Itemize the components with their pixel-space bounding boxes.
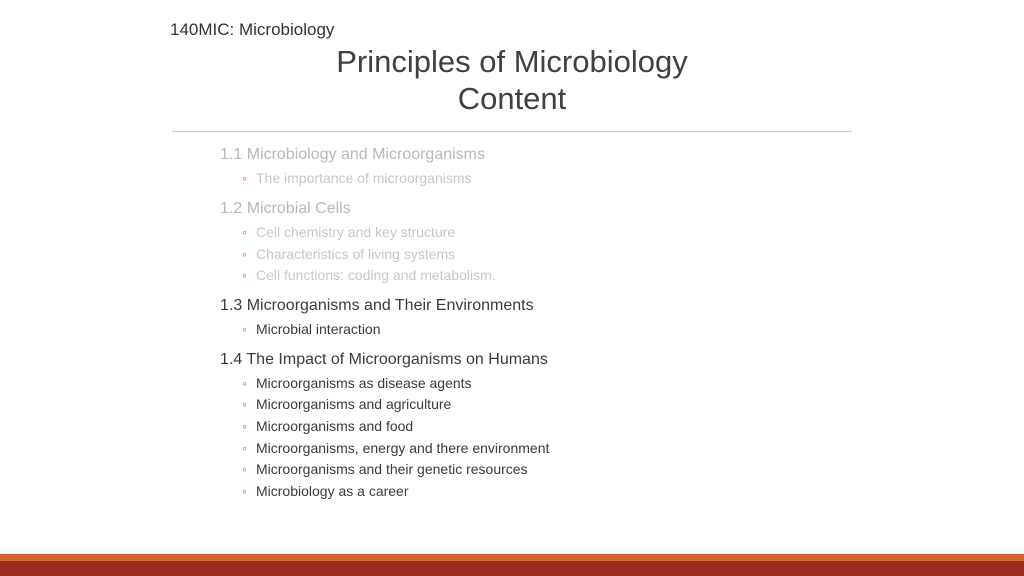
list-item: Cell chemistry and key structure bbox=[242, 222, 1024, 244]
slide-title: Principles of Microbiology Content bbox=[0, 0, 1024, 117]
title-line-2: Content bbox=[0, 81, 1024, 118]
list-item: Microorganisms and food bbox=[242, 416, 1024, 438]
list-item: Cell functions: coding and metabolism. bbox=[242, 265, 1024, 287]
list-item: Microorganisms as disease agents bbox=[242, 373, 1024, 395]
section-heading: 1.4 The Impact of Microorganisms on Huma… bbox=[220, 351, 1024, 369]
content-outline: 1.1 Microbiology and Microorganisms The … bbox=[220, 146, 1024, 503]
section-heading: 1.1 Microbiology and Microorganisms bbox=[220, 146, 1024, 164]
footer-band-top bbox=[0, 554, 1024, 561]
footer-bands bbox=[0, 554, 1024, 576]
list-item: Microbiology as a career bbox=[242, 481, 1024, 503]
section-1-1: 1.1 Microbiology and Microorganisms The … bbox=[220, 146, 1024, 190]
title-divider bbox=[172, 131, 852, 132]
section-1-3: 1.3 Microorganisms and Their Environment… bbox=[220, 297, 1024, 341]
section-1-4: 1.4 The Impact of Microorganisms on Huma… bbox=[220, 351, 1024, 503]
section-heading: 1.3 Microorganisms and Their Environment… bbox=[220, 297, 1024, 315]
list-item: Characteristics of living systems bbox=[242, 244, 1024, 266]
course-code: 140MIC: Microbiology bbox=[170, 20, 334, 40]
list-item: Microorganisms, energy and there environ… bbox=[242, 438, 1024, 460]
list-item: Microorganisms and agriculture bbox=[242, 394, 1024, 416]
section-heading: 1.2 Microbial Cells bbox=[220, 200, 1024, 218]
section-1-2: 1.2 Microbial Cells Cell chemistry and k… bbox=[220, 200, 1024, 287]
list-item: Microbial interaction bbox=[242, 319, 1024, 341]
list-item: The importance of microorganisms bbox=[242, 168, 1024, 190]
title-line-1: Principles of Microbiology bbox=[0, 44, 1024, 81]
list-item: Microorganisms and their genetic resourc… bbox=[242, 459, 1024, 481]
footer-band-bottom bbox=[0, 561, 1024, 576]
